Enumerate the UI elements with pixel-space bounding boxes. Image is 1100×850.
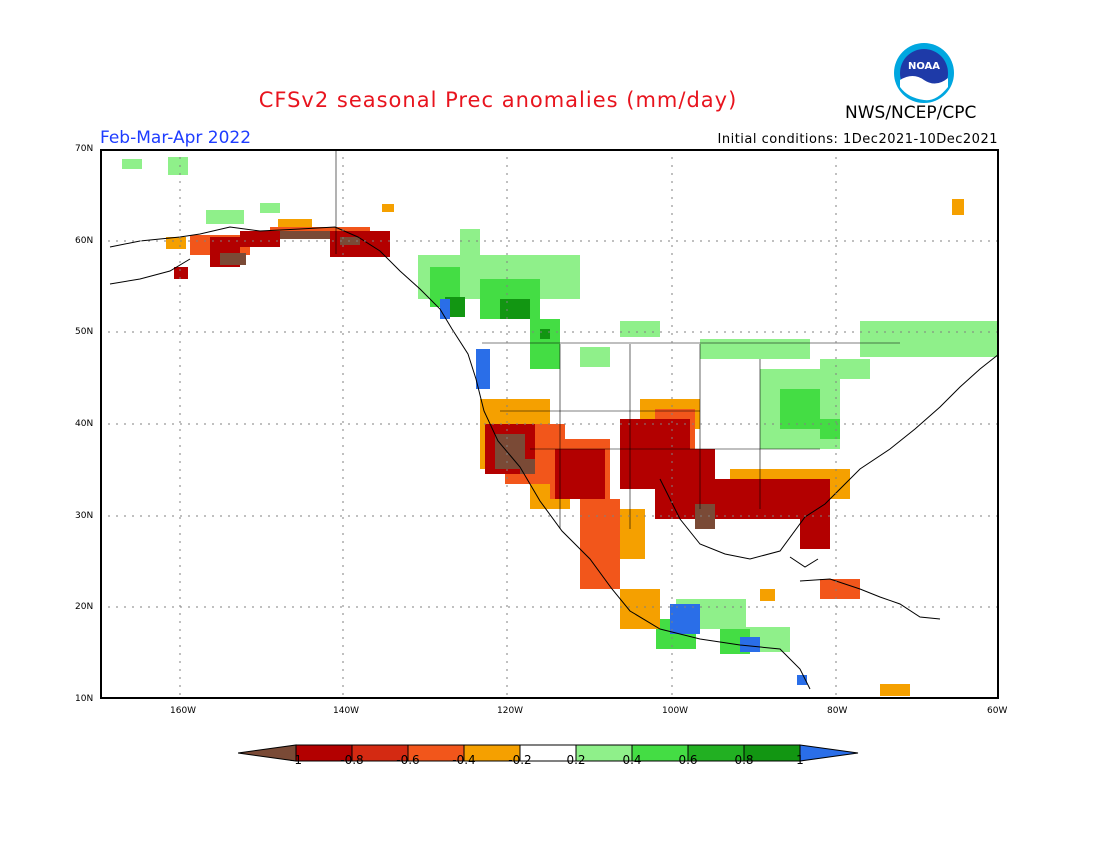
colorbar-label: -0.6 xyxy=(396,753,420,767)
colorbar-segment-10 xyxy=(799,744,859,762)
graticule xyxy=(100,149,999,699)
colorbar-label: -0.4 xyxy=(452,753,476,767)
anomaly-wet-max xyxy=(440,299,807,685)
lat-label-40n: 40N xyxy=(75,419,94,429)
state-borders xyxy=(335,149,900,529)
lon-label-160w: 160W xyxy=(170,706,197,716)
colorbar-label: 0.4 xyxy=(622,753,642,767)
colorbar-label: 0.6 xyxy=(678,753,698,767)
colorbar-label: -0.2 xyxy=(508,753,532,767)
colorbar-label: 1 xyxy=(796,753,804,767)
lon-label-100w: 100W xyxy=(662,706,689,716)
colorbar xyxy=(238,744,859,762)
initial-conditions: Initial conditions: 1Dec2021-10Dec2021 xyxy=(717,132,998,147)
coastlines xyxy=(109,226,999,690)
lat-label-50n: 50N xyxy=(75,327,94,337)
precip-anomaly-map xyxy=(100,149,999,699)
forecast-period: Feb-Mar-Apr 2022 xyxy=(100,128,252,148)
lat-label-20n: 20N xyxy=(75,602,94,612)
lat-label-60n: 60N xyxy=(75,236,94,246)
org-label: NWS/NCEP/CPC xyxy=(845,103,977,123)
colorbar-label: -1 xyxy=(290,753,302,767)
colorbar-label: 0.2 xyxy=(566,753,586,767)
map-title: CFSv2 seasonal Prec anomalies (mm/day) xyxy=(258,88,738,112)
lat-label-30n: 30N xyxy=(75,511,94,521)
svg-text:NOAA: NOAA xyxy=(908,61,940,72)
anomaly-dry-max xyxy=(220,231,715,529)
lon-label-140w: 140W xyxy=(333,706,360,716)
lon-label-120w: 120W xyxy=(497,706,524,716)
lon-label-80w: 80W xyxy=(827,706,848,716)
lat-label-10n: 10N xyxy=(75,694,94,704)
lat-label-70n: 70N xyxy=(75,144,94,154)
noaa-logo: NOAA xyxy=(894,43,954,103)
colorbar-label: -0.8 xyxy=(340,753,364,767)
colorbar-segments xyxy=(238,744,859,762)
lon-label-60w: 60W xyxy=(987,706,1008,716)
colorbar-label: 0.8 xyxy=(734,753,754,767)
